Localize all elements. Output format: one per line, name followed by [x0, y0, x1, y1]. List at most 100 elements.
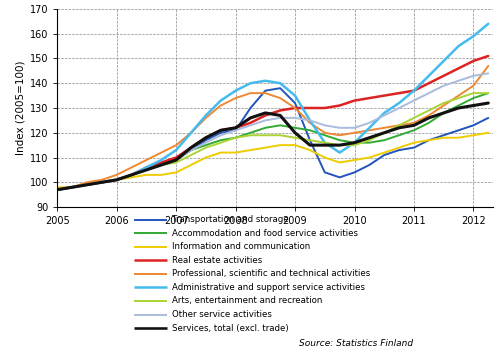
- Services, total (excl. trade): [173, 158, 179, 162]
- Arts, entertainment and recreation: [352, 143, 358, 147]
- Transportation and storage: [54, 187, 60, 192]
- Line: Administrative and support service activities: Administrative and support service activ…: [57, 24, 488, 190]
- Services, total (excl. trade): [233, 126, 239, 130]
- Information and communication: [485, 131, 491, 135]
- Professional, scientific and technical activities: [188, 131, 194, 135]
- Transportation and storage: [84, 183, 90, 187]
- Arts, entertainment and recreation: [54, 187, 60, 192]
- Professional, scientific and technical activities: [114, 173, 120, 177]
- Professional, scientific and technical activities: [396, 123, 402, 127]
- Services, total (excl. trade): [337, 143, 343, 147]
- Professional, scientific and technical activities: [173, 143, 179, 147]
- Arts, entertainment and recreation: [218, 141, 224, 145]
- Y-axis label: Index (2005=100): Index (2005=100): [15, 61, 25, 155]
- Professional, scientific and technical activities: [158, 150, 164, 155]
- Accommodation and food service activities: [114, 178, 120, 182]
- Other service activities: [292, 116, 298, 120]
- Professional, scientific and technical activities: [307, 121, 313, 125]
- Accommodation and food service activities: [337, 138, 343, 142]
- Professional, scientific and technical activities: [277, 96, 283, 100]
- Real estate activities: [337, 104, 343, 108]
- Professional, scientific and technical activities: [262, 91, 268, 95]
- Administrative and support service activities: [173, 148, 179, 152]
- Professional, scientific and technical activities: [441, 104, 447, 108]
- Accommodation and food service activities: [471, 96, 477, 100]
- Professional, scientific and technical activities: [411, 121, 417, 125]
- Administrative and support service activities: [367, 126, 373, 130]
- Real estate activities: [158, 160, 164, 165]
- Transportation and storage: [188, 148, 194, 152]
- Other service activities: [367, 121, 373, 125]
- Other service activities: [441, 84, 447, 88]
- Arts, entertainment and recreation: [128, 173, 134, 177]
- Professional, scientific and technical activities: [99, 178, 105, 182]
- Transportation and storage: [292, 101, 298, 105]
- Transportation and storage: [396, 148, 402, 152]
- Information and communication: [277, 143, 283, 147]
- Transportation and storage: [277, 86, 283, 90]
- Real estate activities: [173, 155, 179, 160]
- Real estate activities: [54, 187, 60, 192]
- Accommodation and food service activities: [248, 131, 253, 135]
- Accommodation and food service activities: [158, 163, 164, 167]
- Administrative and support service activities: [485, 22, 491, 26]
- Line: Accommodation and food service activities: Accommodation and food service activitie…: [57, 93, 488, 190]
- Administrative and support service activities: [69, 185, 75, 189]
- Transportation and storage: [69, 185, 75, 189]
- Other service activities: [352, 126, 358, 130]
- Arts, entertainment and recreation: [396, 123, 402, 127]
- Accommodation and food service activities: [128, 173, 134, 177]
- Other service activities: [233, 128, 239, 132]
- Services, total (excl. trade): [54, 187, 60, 192]
- Real estate activities: [367, 96, 373, 100]
- Accommodation and food service activities: [381, 138, 387, 142]
- Text: Professional, scientific and technical activities: Professional, scientific and technical a…: [172, 269, 370, 278]
- Transportation and storage: [307, 138, 313, 142]
- Professional, scientific and technical activities: [485, 64, 491, 68]
- Professional, scientific and technical activities: [381, 126, 387, 130]
- Accommodation and food service activities: [99, 180, 105, 185]
- Services, total (excl. trade): [322, 143, 328, 147]
- Administrative and support service activities: [128, 173, 134, 177]
- Other service activities: [411, 99, 417, 103]
- Information and communication: [143, 173, 149, 177]
- Professional, scientific and technical activities: [426, 113, 432, 117]
- Accommodation and food service activities: [456, 104, 462, 108]
- Administrative and support service activities: [248, 81, 253, 85]
- Services, total (excl. trade): [396, 126, 402, 130]
- Other service activities: [248, 123, 253, 127]
- Accommodation and food service activities: [352, 141, 358, 145]
- Arts, entertainment and recreation: [203, 146, 209, 150]
- Transportation and storage: [456, 128, 462, 132]
- Real estate activities: [233, 126, 239, 130]
- Accommodation and food service activities: [322, 133, 328, 137]
- Accommodation and food service activities: [54, 187, 60, 192]
- Line: Other service activities: Other service activities: [57, 73, 488, 190]
- Services, total (excl. trade): [426, 116, 432, 120]
- Administrative and support service activities: [456, 44, 462, 48]
- Real estate activities: [203, 136, 209, 140]
- Real estate activities: [456, 66, 462, 71]
- Real estate activities: [128, 173, 134, 177]
- Real estate activities: [471, 59, 477, 63]
- Information and communication: [456, 136, 462, 140]
- Arts, entertainment and recreation: [143, 168, 149, 172]
- Real estate activities: [143, 165, 149, 170]
- Administrative and support service activities: [84, 183, 90, 187]
- Professional, scientific and technical activities: [143, 158, 149, 162]
- Arts, entertainment and recreation: [485, 91, 491, 95]
- Transportation and storage: [218, 131, 224, 135]
- Real estate activities: [411, 89, 417, 93]
- Transportation and storage: [367, 163, 373, 167]
- Information and communication: [471, 133, 477, 137]
- Arts, entertainment and recreation: [411, 116, 417, 120]
- Transportation and storage: [411, 146, 417, 150]
- Other service activities: [337, 126, 343, 130]
- Other service activities: [54, 187, 60, 192]
- Administrative and support service activities: [233, 89, 239, 93]
- Administrative and support service activities: [352, 141, 358, 145]
- Services, total (excl. trade): [158, 163, 164, 167]
- Services, total (excl. trade): [307, 143, 313, 147]
- Real estate activities: [262, 113, 268, 117]
- Transportation and storage: [441, 133, 447, 137]
